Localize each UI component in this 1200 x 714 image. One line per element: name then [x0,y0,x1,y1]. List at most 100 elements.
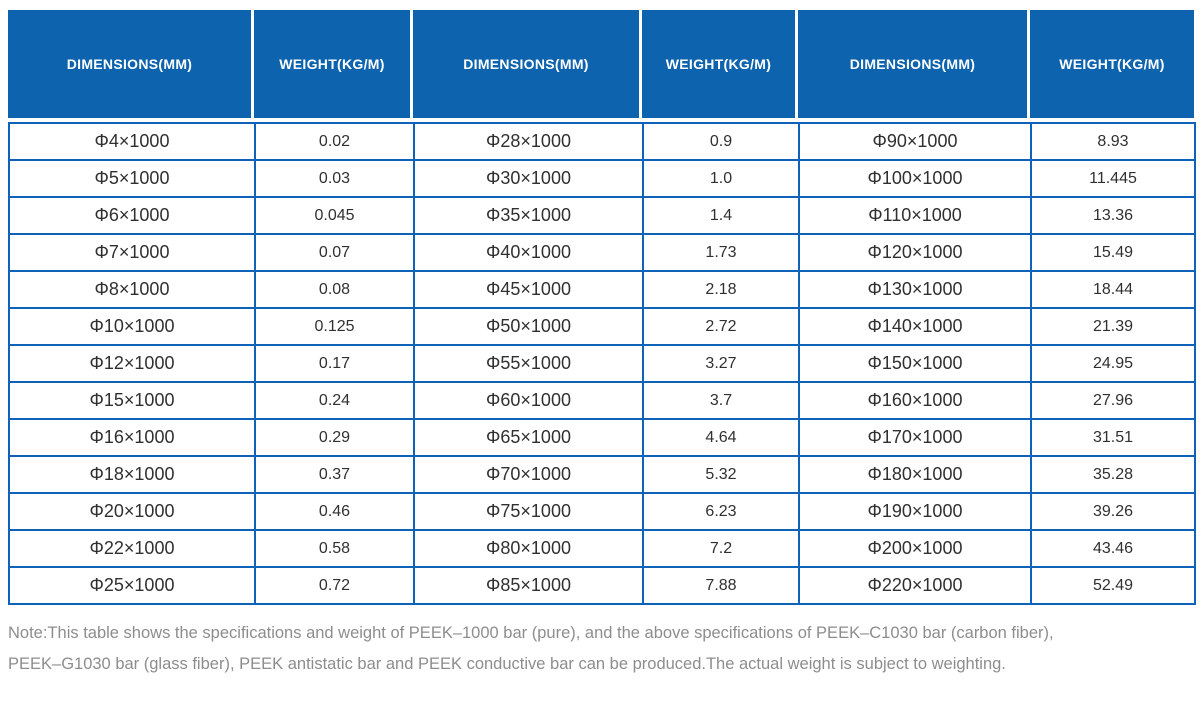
dimension-cell: Φ170×1000 [798,418,1032,457]
dimension-cell: Φ180×1000 [798,455,1032,494]
weight-cell: 0.02 [254,122,415,161]
dimension-cell: Φ85×1000 [413,566,644,605]
dimension-cell: Φ18×1000 [8,455,256,494]
dimension-cell: Φ4×1000 [8,122,256,161]
weight-cell: 0.46 [254,492,415,531]
weight-cell: 7.2 [642,529,800,568]
weight-cell: 0.72 [254,566,415,605]
dimension-cell: Φ10×1000 [8,307,256,346]
weight-cell: 35.28 [1030,455,1196,494]
dimension-cell: Φ30×1000 [413,159,644,198]
note: Note:This table shows the specifications… [8,618,1192,680]
column-header-dimensions-1: DIMENSIONS(MM) [8,10,254,118]
weight-cell: 39.26 [1030,492,1196,531]
weight-cell: 21.39 [1030,307,1196,346]
weight-cell: 2.72 [642,307,800,346]
dimension-cell: Φ15×1000 [8,381,256,420]
weight-cell: 0.125 [254,307,415,346]
weight-cell: 3.7 [642,381,800,420]
dimension-cell: Φ7×1000 [8,233,256,272]
dimension-cell: Φ28×1000 [413,122,644,161]
weight-cell: 0.37 [254,455,415,494]
weight-cell: 4.64 [642,418,800,457]
weight-cell: 1.73 [642,233,800,272]
dimension-cell: Φ70×1000 [413,455,644,494]
weight-cell: 15.49 [1030,233,1196,272]
dimension-cell: Φ120×1000 [798,233,1032,272]
weight-cell: 11.445 [1030,159,1196,198]
weight-cell: 24.95 [1030,344,1196,383]
dimension-cell: Φ22×1000 [8,529,256,568]
dimension-cell: Φ80×1000 [413,529,644,568]
weight-cell: 6.23 [642,492,800,531]
weight-cell: 5.32 [642,455,800,494]
dimension-cell: Φ90×1000 [798,122,1032,161]
dimension-cell: Φ45×1000 [413,270,644,309]
weight-cell: 2.18 [642,270,800,309]
weight-cell: 8.93 [1030,122,1196,161]
dimension-cell: Φ35×1000 [413,196,644,235]
weight-cell: 27.96 [1030,381,1196,420]
dimension-cell: Φ8×1000 [8,270,256,309]
spec-table-body: Φ4×1000 0.02 Φ28×1000 0.9 Φ90×1000 8.93 Φ5×100… [8,122,1196,605]
dimension-cell: Φ50×1000 [413,307,644,346]
column-header-weight-1: WEIGHT(KG/M) [254,10,413,118]
weight-cell: 43.46 [1030,529,1196,568]
weight-cell: 0.08 [254,270,415,309]
dimension-cell: Φ20×1000 [8,492,256,531]
dimension-cell: Φ190×1000 [798,492,1032,531]
table-header-row: DIMENSIONS(MM) WEIGHT(KG/M) DIMENSIONS(M… [8,10,1194,118]
dimension-cell: Φ130×1000 [798,270,1032,309]
weight-cell: 3.27 [642,344,800,383]
weight-cell: 0.045 [254,196,415,235]
table-row: Φ22×1000 0.58 Φ80×1000 7.2 Φ200×1000 43.46 [8,529,1196,568]
table-row: Φ7×1000 0.07 Φ40×1000 1.73 Φ120×1000 15.49 [8,233,1196,272]
weight-cell: 18.44 [1030,270,1196,309]
table-row: Φ6×1000 0.045 Φ35×1000 1.4 Φ110×1000 13.36 [8,196,1196,235]
table-row: Φ10×1000 0.125 Φ50×1000 2.72 Φ140×1000 21.39 [8,307,1196,346]
dimension-cell: Φ16×1000 [8,418,256,457]
dimension-cell: Φ12×1000 [8,344,256,383]
weight-cell: 0.17 [254,344,415,383]
table-row: Φ5×1000 0.03 Φ30×1000 1.0 Φ100×1000 11.445 [8,159,1196,198]
dimension-cell: Φ150×1000 [798,344,1032,383]
table-row: Φ15×1000 0.24 Φ60×1000 3.7 Φ160×1000 27.96 [8,381,1196,420]
column-header-dimensions-2: DIMENSIONS(MM) [413,10,642,118]
table-row: Φ16×1000 0.29 Φ65×1000 4.64 Φ170×1000 31.51 [8,418,1196,457]
weight-cell: 52.49 [1030,566,1196,605]
column-header-weight-3: WEIGHT(KG/M) [1030,10,1194,118]
note-line-2: PEEK–G1030 bar (glass fiber), PEEK antis… [8,655,1006,673]
note-line-1: Note:This table shows the specifications… [8,624,1054,642]
dimension-cell: Φ40×1000 [413,233,644,272]
weight-cell: 31.51 [1030,418,1196,457]
table-row: Φ25×1000 0.72 Φ85×1000 7.88 Φ220×1000 52.49 [8,566,1196,605]
weight-cell: 0.9 [642,122,800,161]
table-row: Φ12×1000 0.17 Φ55×1000 3.27 Φ150×1000 24.95 [8,344,1196,383]
weight-cell: 1.4 [642,196,800,235]
weight-cell: 1.0 [642,159,800,198]
dimension-cell: Φ140×1000 [798,307,1032,346]
spec-table: Φ4×1000 0.02 Φ28×1000 0.9 Φ90×1000 8.93 Φ5×100… [8,122,1196,605]
dimension-cell: Φ25×1000 [8,566,256,605]
weight-cell: 0.07 [254,233,415,272]
dimension-cell: Φ6×1000 [8,196,256,235]
table-row: Φ18×1000 0.37 Φ70×1000 5.32 Φ180×1000 35.28 [8,455,1196,494]
dimension-cell: Φ100×1000 [798,159,1032,198]
weight-cell: 0.03 [254,159,415,198]
dimension-cell: Φ75×1000 [413,492,644,531]
table-row: Φ4×1000 0.02 Φ28×1000 0.9 Φ90×1000 8.93 [8,122,1196,161]
dimension-cell: Φ65×1000 [413,418,644,457]
table-row: Φ8×1000 0.08 Φ45×1000 2.18 Φ130×1000 18.44 [8,270,1196,309]
table-row: Φ20×1000 0.46 Φ75×1000 6.23 Φ190×1000 39.26 [8,492,1196,531]
dimension-cell: Φ220×1000 [798,566,1032,605]
dimension-cell: Φ60×1000 [413,381,644,420]
weight-cell: 0.29 [254,418,415,457]
weight-cell: 0.58 [254,529,415,568]
dimension-cell: Φ110×1000 [798,196,1032,235]
weight-cell: 13.36 [1030,196,1196,235]
dimension-cell: Φ5×1000 [8,159,256,198]
dimension-cell: Φ200×1000 [798,529,1032,568]
weight-cell: 7.88 [642,566,800,605]
dimension-cell: Φ55×1000 [413,344,644,383]
column-header-dimensions-3: DIMENSIONS(MM) [798,10,1030,118]
